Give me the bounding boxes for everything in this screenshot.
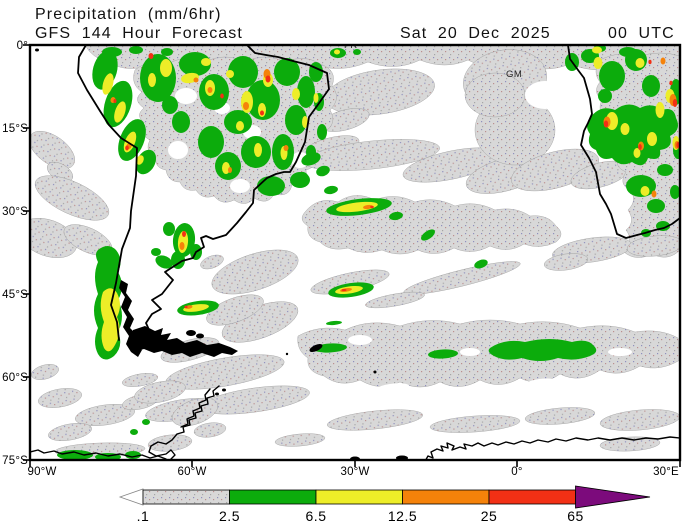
map-label-gm: GM — [506, 69, 522, 80]
latitude-axis: 0° 15°S 30°S 45°S 60°S 75°S — [2, 40, 28, 467]
map-overlay-labels: FR GM — [344, 40, 522, 80]
legend-left-arrow — [118, 488, 144, 506]
header: Precipitation (mm/6hr) GFS 144 Hour Fore… — [35, 6, 675, 42]
longitude-axis: 90°W 60°W 30°W 0° 30°E — [27, 466, 679, 478]
small-island — [285, 352, 289, 356]
legend-segment-orange — [402, 489, 490, 505]
colorbar-legend: .1 2.5 6.5 12.5 25 65 — [118, 485, 651, 524]
antarctic-peninsula-inner-line — [180, 388, 211, 428]
lon-label-30w: 30°W — [340, 466, 369, 478]
legend-segment-red — [488, 489, 576, 505]
lat-label-30s: 30°S — [2, 206, 28, 218]
lat-label-75s: 75°S — [2, 455, 28, 467]
legend-value-0: .1 — [137, 508, 150, 524]
south-georgia-island — [309, 343, 323, 353]
precip-layer-orange — [110, 57, 679, 309]
cycle-time: 00 UTC — [608, 25, 675, 42]
corner-fleck — [35, 48, 39, 52]
legend-right-arrow — [575, 485, 651, 509]
lon-label-60w: 60°W — [177, 466, 206, 478]
valid-date: Sat 20 Dec 2025 — [400, 25, 551, 42]
south-america-east-coastline — [145, 46, 330, 333]
legend-value-5: 65 — [567, 508, 584, 524]
precip-layer-red — [113, 53, 679, 309]
africa-west-coastline — [567, 46, 679, 239]
legend-segment-green — [229, 489, 317, 505]
antarctic-coast-fragment — [396, 455, 408, 459]
antarctic-coast-east — [425, 436, 679, 459]
map-canvas: FR GM — [31, 40, 679, 459]
south-sandwich-island — [373, 370, 377, 374]
lat-label-60s: 60°S — [2, 372, 28, 384]
map-label-fr: FR — [344, 40, 358, 51]
legend-value-4: 25 — [481, 508, 498, 524]
lon-label-30e: 30°E — [653, 466, 679, 478]
lon-label-90w: 90°W — [27, 466, 56, 478]
peninsula-islet — [215, 392, 219, 396]
lon-label-0: 0° — [511, 466, 522, 478]
falkland-islands — [186, 330, 196, 336]
south-america-west-coastline — [77, 46, 138, 341]
tierra-del-fuego-terrain — [130, 326, 238, 357]
peninsula-islet — [222, 388, 226, 392]
coastlines-layer — [31, 46, 679, 459]
legend-value-2: 6.5 — [306, 508, 327, 524]
legend-value-1: 2.5 — [219, 508, 240, 524]
legend-segment-yellow — [315, 489, 403, 505]
page-title: Precipitation (mm/6hr) — [35, 6, 222, 23]
lat-label-0: 0° — [17, 40, 28, 52]
legend-value-3: 12.5 — [388, 508, 417, 524]
axis-ticks — [23, 44, 681, 467]
legend-segment-gray — [142, 489, 230, 505]
antarctic-coast-fragment — [350, 456, 360, 459]
lat-label-45s: 45°S — [2, 289, 28, 301]
falkland-islands-east — [196, 333, 204, 339]
forecast-subtitle: GFS 144 Hour Forecast — [35, 25, 243, 42]
lat-label-15s: 15°S — [2, 123, 28, 135]
antarctic-coast-west — [31, 449, 167, 459]
